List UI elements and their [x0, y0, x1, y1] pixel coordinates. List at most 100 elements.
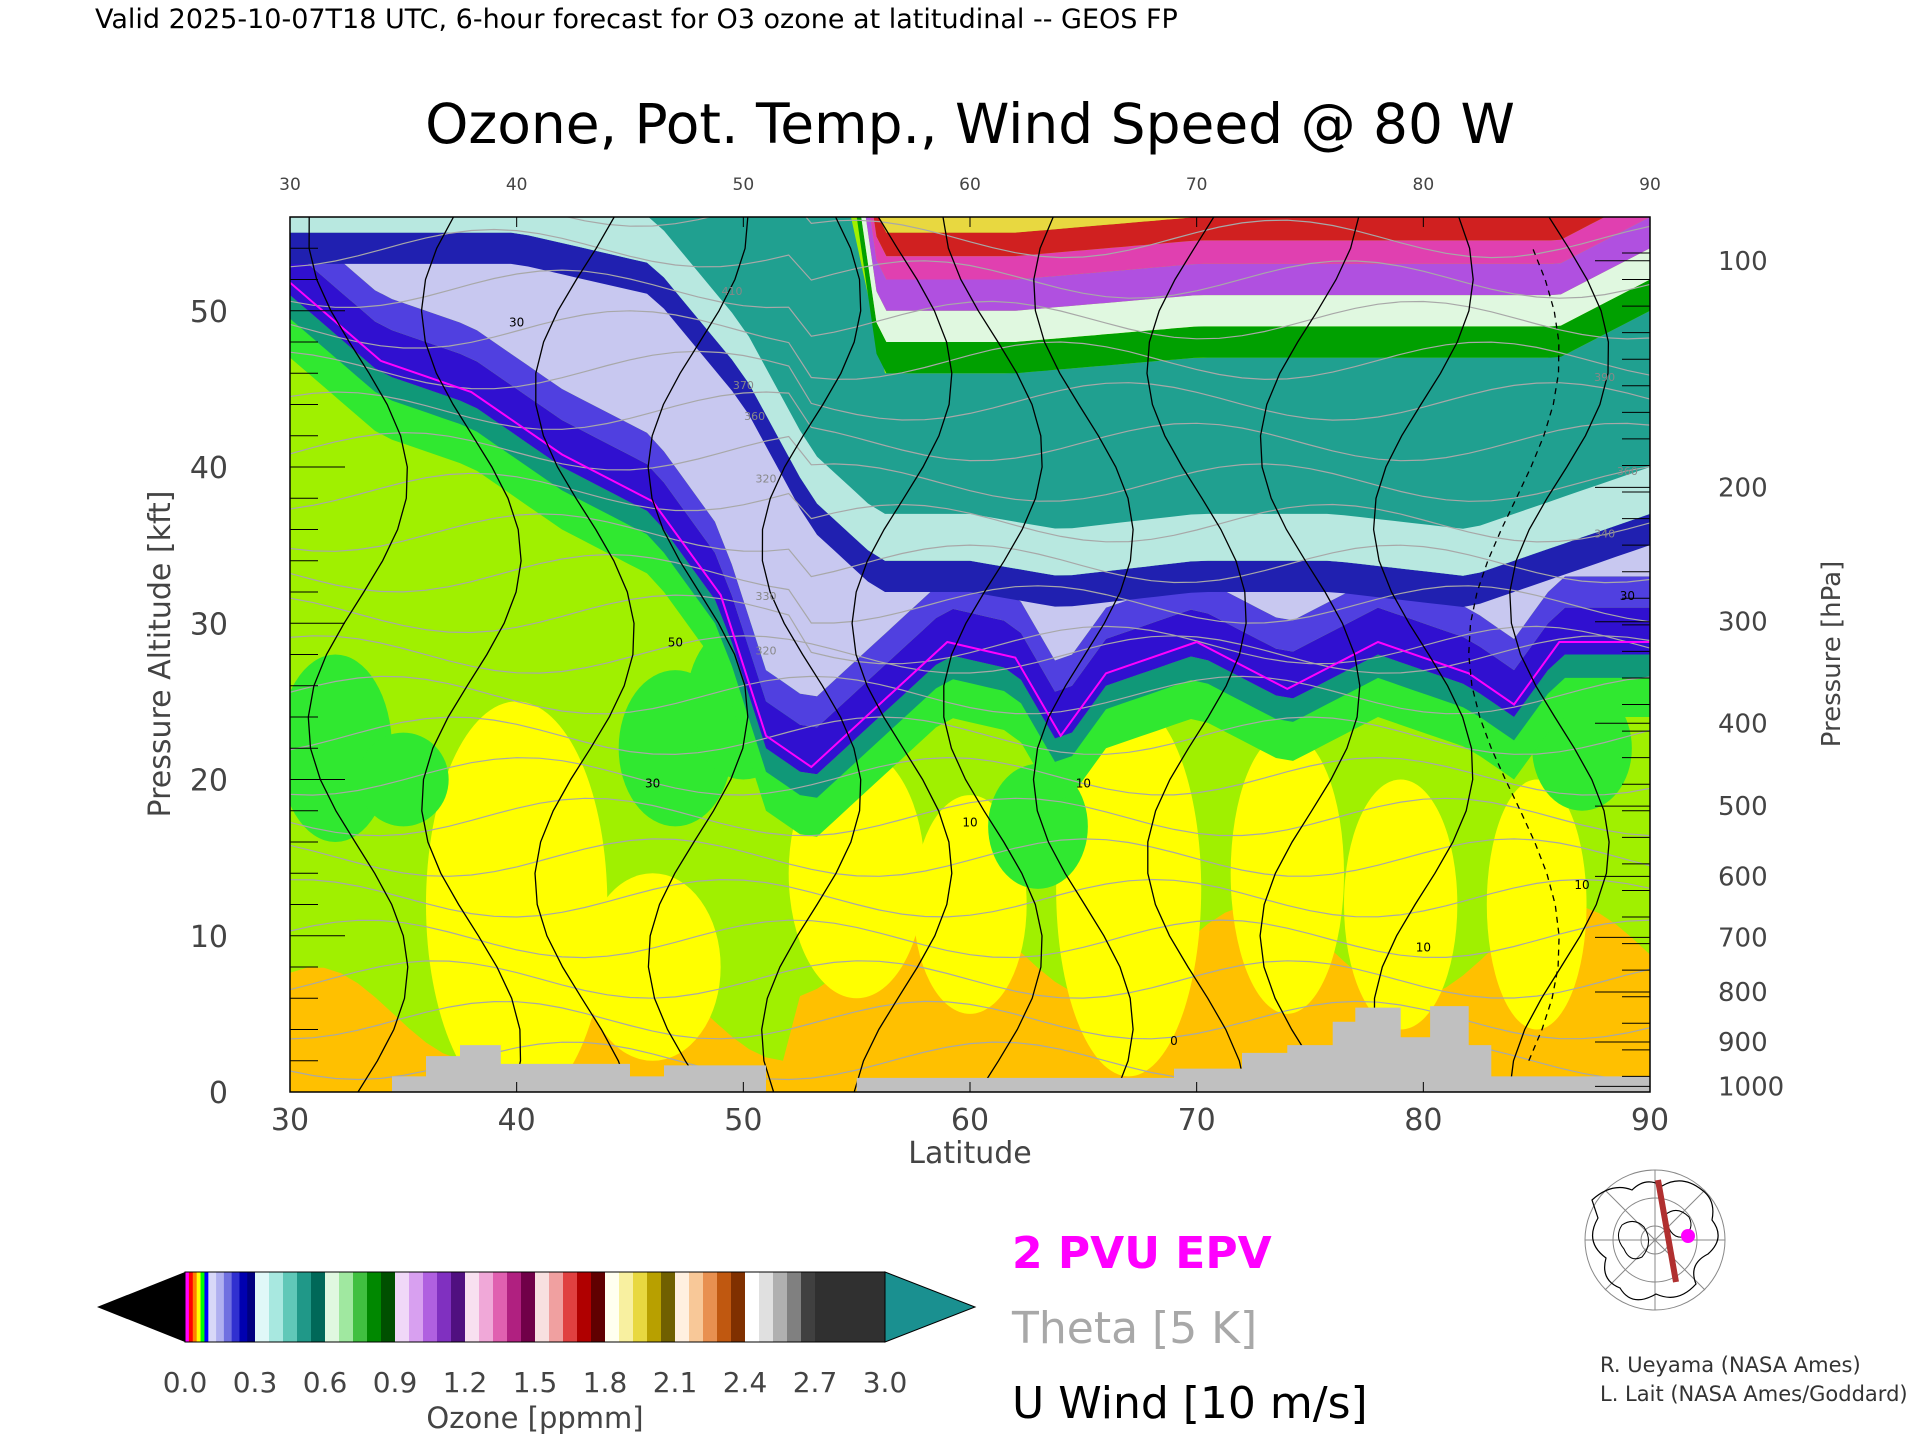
- theta-contour: [290, 310, 1650, 381]
- yellow-region: [1230, 732, 1345, 1014]
- wind-contour-label: 30: [1620, 589, 1635, 603]
- theta-contour: [290, 269, 1650, 340]
- wind-contour-label: 10: [1416, 940, 1431, 954]
- x-tick-label: 90: [1631, 1103, 1669, 1138]
- axes: 3030404050506060707080809090010203040501…: [190, 175, 1784, 1138]
- y-tick-label: 40: [190, 451, 228, 486]
- yellow-region: [1344, 779, 1458, 1030]
- legend-theta: Theta [5 K]: [1011, 1303, 1257, 1354]
- u-wind-contour: [942, 217, 1043, 1092]
- theta-contour: [290, 472, 1650, 543]
- colorbar-label: Ozone [ppmm]: [426, 1401, 643, 1435]
- pressure-tick-label: 600: [1718, 862, 1768, 892]
- colorbar-swatch: [689, 1272, 704, 1342]
- y-tick-label: 0: [209, 1076, 228, 1111]
- colorbar-tick-label: 3.0: [863, 1366, 908, 1399]
- wind-contour-label: 10: [962, 815, 977, 829]
- valid-header: Valid 2025-10-07T18 UTC, 6-hour forecast…: [95, 4, 1178, 35]
- upper-stratosphere-layer: [878, 217, 1551, 233]
- colorbar-swatch: [521, 1272, 536, 1342]
- stratosphere-teal: [290, 217, 1650, 576]
- theta-contour-label: 390: [1594, 371, 1615, 384]
- yellow-region: [426, 701, 608, 1092]
- colorbar-swatch: [297, 1272, 312, 1342]
- legend-uwind: U Wind [10 m/s]: [1012, 1378, 1368, 1429]
- colorbar-swatch: [605, 1272, 620, 1342]
- colorbar-swatch: [675, 1272, 690, 1342]
- u-wind-contour: [1259, 217, 1361, 1092]
- u-wind-contour: [647, 217, 749, 1092]
- colorbar-swatch: [437, 1272, 452, 1342]
- colorbar-swatch: [216, 1272, 225, 1342]
- theta-contour: [290, 431, 1650, 502]
- pressure-tick-label: 1000: [1718, 1072, 1784, 1102]
- colorbar-swatch: [773, 1272, 788, 1342]
- theta-contour-label: 360: [744, 410, 765, 423]
- y-tick-label: 10: [190, 920, 228, 955]
- colorbar-under-arrow: [97, 1272, 185, 1342]
- location-inset-map: [1555, 1165, 1755, 1315]
- upper-stratosphere-layer: [873, 217, 1605, 257]
- x-tick-label: 50: [724, 1103, 762, 1138]
- colorbar-swatch: [661, 1272, 676, 1342]
- colorbar-swatch: [204, 1272, 209, 1342]
- pressure-tick-label: 900: [1718, 1028, 1768, 1058]
- x-tick-label-top: 60: [959, 175, 981, 195]
- colorbar-swatch: [188, 1272, 194, 1342]
- colorbar-swatch: [255, 1272, 270, 1342]
- u-wind-contour: [1146, 217, 1247, 1092]
- pressure-tick-label: 800: [1718, 978, 1768, 1008]
- x-tick-label-top: 40: [506, 175, 528, 195]
- theta-contour: [290, 675, 1650, 715]
- ozone-field: 30 50 30 10 10 0 10 10 30 410 370 360 320 330 320 390 36…: [290, 217, 1650, 1092]
- wind-contour-label: 30: [509, 315, 524, 329]
- x-tick-label: 70: [1178, 1103, 1216, 1138]
- colorbar-swatch: [703, 1272, 718, 1342]
- colorbar-swatch: [633, 1272, 648, 1342]
- theta-contour: [290, 838, 1650, 877]
- colorbar-swatch: [367, 1272, 382, 1342]
- theta-contour: [290, 716, 1650, 756]
- wind-contour-label: 50: [668, 636, 683, 650]
- x-tick-label: 60: [951, 1103, 989, 1138]
- x-axis-label: Latitude: [908, 1136, 1031, 1171]
- y-axis-label-left: Pressure Altitude [kft]: [143, 491, 178, 818]
- colorbar-tick-label: 0.6: [303, 1366, 348, 1399]
- theta-contour-label: 360: [1617, 465, 1638, 478]
- colorbar-swatch: [196, 1272, 202, 1342]
- colorbar-swatch: [801, 1272, 816, 1342]
- wind-contour-label: 30: [645, 776, 660, 790]
- colorbar-swatch: [339, 1272, 354, 1342]
- pressure-tick-label: 300: [1718, 608, 1768, 638]
- u-wind-contour: [851, 217, 953, 1092]
- colorbar-swatch: [451, 1272, 466, 1342]
- colorbar-swatch: [815, 1272, 851, 1342]
- theta-contour: [290, 228, 1650, 299]
- colorbar-swatch: [325, 1272, 340, 1342]
- colorbar-swatch: [231, 1272, 240, 1342]
- y-tick-label: 20: [190, 764, 228, 799]
- colorbar-swatch: [591, 1272, 606, 1342]
- theta-contour: [290, 635, 1650, 674]
- colorbar-tick-label: 0.9: [373, 1366, 418, 1399]
- colorbar-swatch: [208, 1272, 217, 1342]
- theta-contour: [290, 1000, 1650, 1040]
- theta-contour: [290, 391, 1650, 462]
- upper-stratosphere-layer: [856, 217, 1650, 374]
- colorbar-swatch: [507, 1272, 522, 1342]
- colorbar-swatch: [577, 1272, 592, 1342]
- pressure-tick-label: 700: [1718, 923, 1768, 953]
- colorbar-swatch: [717, 1272, 732, 1342]
- colorbar-swatch: [185, 1272, 190, 1342]
- colorbar-swatch: [647, 1272, 662, 1342]
- legend-epv: 2 PVU EPV: [1012, 1228, 1272, 1279]
- theta-contour-label: 340: [1594, 527, 1615, 540]
- x-tick-label-top: 80: [1413, 175, 1435, 195]
- x-tick-label-top: 50: [733, 175, 755, 195]
- colorbar-swatch: [493, 1272, 508, 1342]
- colorbar-swatch: [381, 1272, 396, 1342]
- theta-contour: [290, 513, 1650, 584]
- theta-contour: [290, 878, 1650, 918]
- theta-contour: [290, 553, 1650, 624]
